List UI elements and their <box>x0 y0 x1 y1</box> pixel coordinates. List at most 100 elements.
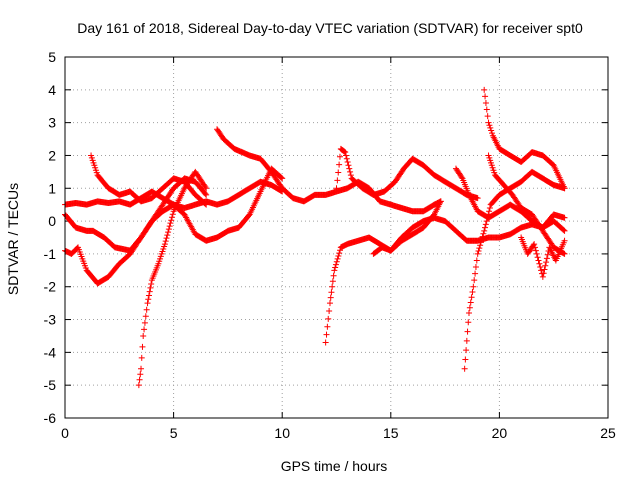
data-point <box>465 319 472 326</box>
data-point <box>278 174 285 181</box>
data-point <box>482 99 489 106</box>
data-point <box>344 159 351 166</box>
x-tick-label: 15 <box>383 425 399 441</box>
data-point <box>169 211 176 218</box>
data-point <box>482 221 489 228</box>
data-point <box>533 250 540 257</box>
data-point <box>463 347 470 354</box>
data-point <box>135 382 142 389</box>
data-point <box>486 122 493 129</box>
data-point <box>162 238 169 245</box>
series-track-h <box>333 145 481 202</box>
data-point <box>327 294 334 301</box>
data-point <box>471 277 478 284</box>
y-tick-label: -6 <box>44 410 57 426</box>
data-point <box>333 258 340 265</box>
data-point <box>470 283 477 290</box>
data-point <box>346 165 353 172</box>
data-point <box>473 257 480 264</box>
data-point <box>560 227 567 234</box>
data-point <box>561 237 568 244</box>
data-point <box>486 204 493 211</box>
data-point <box>161 241 168 248</box>
data-points <box>62 86 568 389</box>
data-point <box>561 227 568 234</box>
series-track-m <box>452 165 568 231</box>
data-point <box>539 273 546 280</box>
data-point <box>486 208 493 215</box>
data-point <box>145 292 152 299</box>
y-tick-label: -1 <box>44 246 57 262</box>
data-point <box>202 200 209 207</box>
data-point <box>326 300 333 307</box>
data-point <box>203 201 210 208</box>
data-point <box>482 224 489 231</box>
data-point <box>136 376 143 383</box>
data-point <box>335 169 342 176</box>
x-axis-label: GPS time / hours <box>281 458 388 474</box>
data-point <box>324 323 331 330</box>
grid-lines <box>65 57 608 418</box>
y-axis-label: SDTVAR / TECUs <box>5 183 21 295</box>
data-point <box>343 155 350 162</box>
data-point <box>543 255 550 262</box>
data-point <box>337 247 344 254</box>
series-track-e <box>135 168 210 389</box>
data-point <box>203 191 210 198</box>
series-track-k <box>481 86 568 192</box>
x-tick-label: 5 <box>170 425 178 441</box>
data-point <box>466 304 473 311</box>
data-point <box>340 148 347 155</box>
axis-ticks: 0 5 10 15 20 25 -6 -5 -4 -3 -2 -1 0 1 2 3 4 5 <box>44 49 616 441</box>
data-point <box>341 148 348 155</box>
data-point <box>336 161 343 168</box>
data-point <box>543 259 550 266</box>
y-tick-label: -2 <box>44 279 57 295</box>
data-point <box>476 245 483 252</box>
data-point <box>326 308 333 315</box>
data-point <box>481 86 488 93</box>
data-point <box>332 261 339 268</box>
data-point <box>482 93 489 100</box>
y-tick-label: 1 <box>48 180 56 196</box>
data-point <box>535 257 542 264</box>
data-point <box>477 242 484 249</box>
data-point <box>532 244 539 251</box>
data-point <box>141 319 148 326</box>
data-point <box>343 152 350 159</box>
data-point <box>463 337 470 344</box>
data-point <box>483 106 490 113</box>
data-point <box>169 214 176 221</box>
data-point <box>168 217 175 224</box>
y-tick-label: 0 <box>48 213 56 229</box>
data-point <box>537 264 544 271</box>
data-point <box>144 300 151 307</box>
data-point <box>203 185 210 192</box>
data-point <box>137 371 144 378</box>
data-point <box>464 328 471 335</box>
data-point <box>469 288 476 295</box>
data-point <box>561 214 568 221</box>
series-track-f <box>214 126 444 215</box>
data-point <box>143 306 150 313</box>
data-point <box>487 124 494 131</box>
data-point <box>458 174 465 181</box>
data-point <box>142 313 149 320</box>
data-point <box>475 248 482 255</box>
y-tick-label: -5 <box>44 377 57 393</box>
data-point <box>202 184 209 191</box>
data-point <box>472 270 479 277</box>
series-track-n <box>518 234 568 280</box>
data-point <box>167 220 174 227</box>
chart-title: Day 161 of 2018, Sidereal Day-to-day VTE… <box>77 20 583 36</box>
x-tick-label: 0 <box>61 425 69 441</box>
data-point <box>139 343 146 350</box>
y-tick-label: -4 <box>44 344 57 360</box>
data-point <box>561 185 568 192</box>
data-point <box>334 177 341 184</box>
data-point <box>532 247 539 254</box>
data-point <box>534 254 541 261</box>
data-point <box>141 326 148 333</box>
data-point <box>347 168 354 175</box>
data-point <box>336 250 343 257</box>
